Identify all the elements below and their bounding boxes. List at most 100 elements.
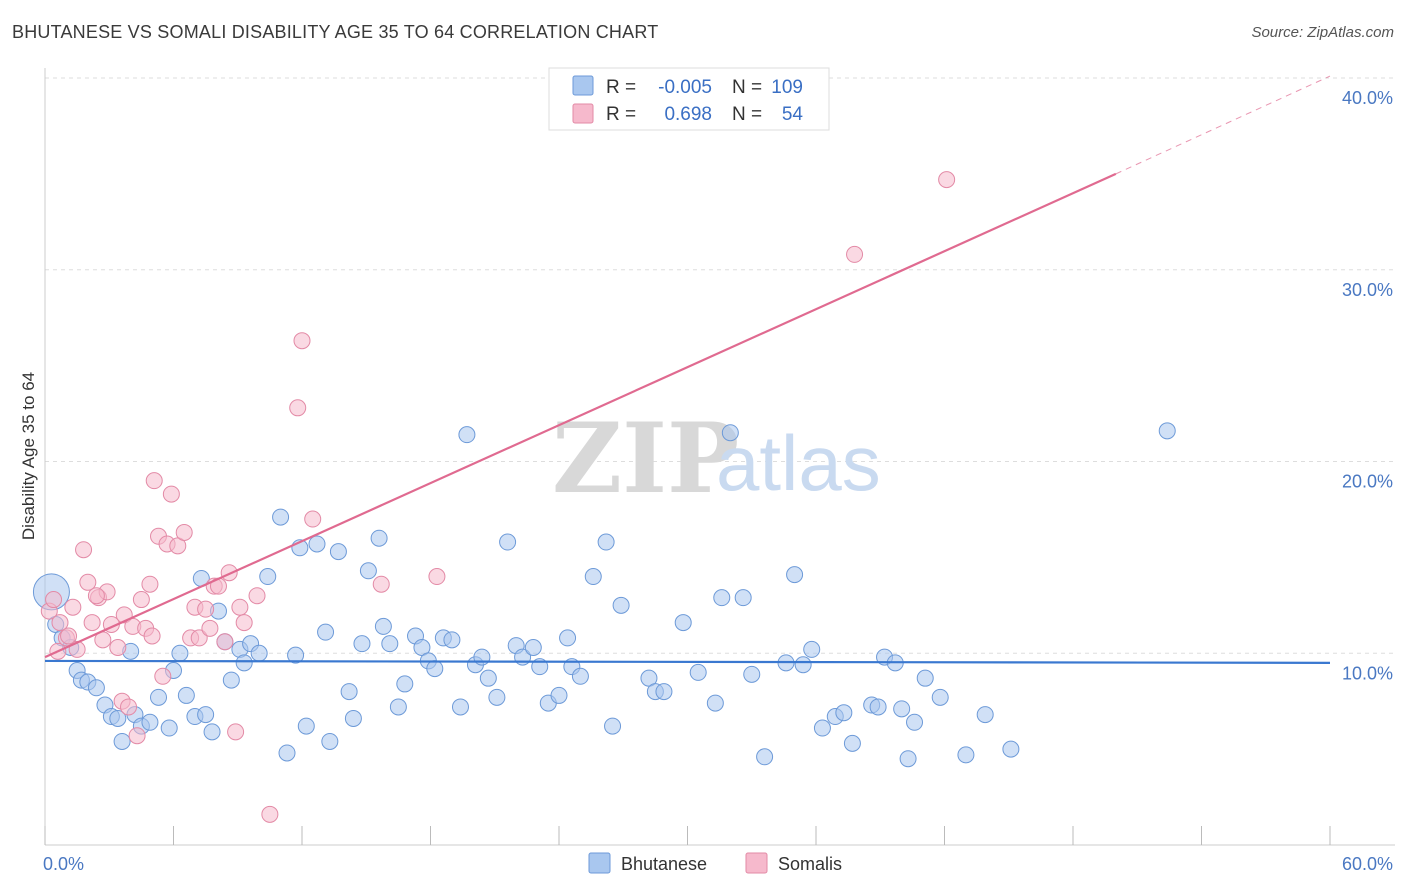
somalis-point-49 [938,171,956,189]
legend-n-label-1: N = [732,77,762,98]
bhutanese-point-58 [458,426,476,444]
bhutanese-point-90 [794,656,812,674]
somalis-point-31 [190,629,208,647]
somalis-point-1 [45,591,63,609]
bhutanese-point-72 [571,667,589,685]
bhutanese-point-32 [259,568,277,586]
somalis-point-38 [227,723,245,741]
trend-line-somalis-extension [1115,75,1331,175]
bhutanese-point-89 [786,566,804,584]
bhutanese-point-108 [1158,422,1176,440]
bhutanese-point-45 [359,562,377,580]
bhutanese-point-62 [488,688,506,706]
correlation-legend: R = -0.005 N = 109 R = 0.698 N = 54 [548,67,830,131]
somalis-point-42 [261,805,279,823]
bhutanese-point-17 [160,719,178,737]
bhutanese-point-34 [278,744,296,762]
legend-n-value-2: 54 [782,104,804,125]
bhutanese-point-101 [899,750,917,768]
bhutanese-point-40 [321,732,339,750]
x-tick-labels: 0.0% 60.0% [43,854,1393,874]
somalis-point-6 [75,541,93,559]
bhutanese-point-33 [272,508,290,526]
y-tick-label-1: 20.0% [1342,472,1393,492]
somalis-point-18 [128,727,146,745]
bhutanese-point-83 [713,589,731,607]
somalis-point-2 [51,614,69,632]
bhutanese-point-63 [499,533,517,551]
series-label-bhutanese: Bhutanese [621,854,707,874]
y-tick-labels: 10.0% 20.0% 30.0% 40.0% [1342,88,1393,683]
bhutanese-point-31 [250,644,268,662]
bhutanese-point-61 [479,669,497,687]
bhutanese-point-95 [843,734,861,752]
bhutanese-point-91 [803,640,821,658]
watermark-zip: ZIP [552,402,739,515]
legend-box [548,67,830,131]
bhutanese-point-75 [604,717,622,735]
bhutanese-point-85 [734,589,752,607]
bhutanese-point-35 [287,646,305,664]
bhutanese-point-103 [916,669,934,687]
y-tick-label-2: 30.0% [1342,280,1393,300]
somalis-point-13 [109,638,127,656]
somalis-point-7 [79,573,97,591]
bhutanese-point-84 [721,424,739,442]
x-tick-label-1: 60.0% [1342,854,1393,874]
y-tick-label-3: 40.0% [1342,88,1393,108]
somalis-point-24 [154,667,172,685]
bhutanese-point-105 [957,746,975,764]
somalis-point-4 [64,598,82,616]
bhutanese-point-24 [203,723,221,741]
somalis-point-32 [197,600,215,618]
bhutanese-point-11 [113,732,131,750]
somalis-point-39 [231,598,249,616]
somalis-point-51 [60,627,78,645]
bhutanese-point-60 [473,648,491,666]
y-tick-label-0: 10.0% [1342,663,1393,683]
trend-line-somalis [44,172,1117,659]
bhutanese-point-7 [87,679,105,697]
bhutanese-point-106 [976,706,994,724]
somalis-point-28 [175,523,193,541]
bhutanese-point-80 [674,614,692,632]
legend-n-value-1: 109 [771,77,803,98]
somalis-point-21 [141,575,159,593]
legend-r-value-2: 0.698 [664,104,712,125]
bhutanese-point-44 [353,635,371,653]
bhutanese-point-104 [931,688,949,706]
legend-n-label-2: N = [732,104,762,125]
bhutanese-point-82 [706,694,724,712]
chart-title: BHUTANESE VS SOMALI DISABILITY AGE 35 TO… [12,22,659,42]
bhutanese-point-70 [559,629,577,647]
legend-r-label-2: R = [606,104,636,125]
somalis-point-41 [248,587,266,605]
legend-r-value-1: -0.005 [658,77,712,98]
legend-swatch-somalis [572,103,594,124]
bhutanese-point-81 [689,663,707,681]
bhutanese-point-50 [396,675,414,693]
x-tick-label-0: 0.0% [43,854,84,874]
bhutanese-point-15 [141,713,159,731]
bhutanese-point-48 [381,635,399,653]
series-swatch-bhutanese [588,852,611,874]
bhutanese-point-43 [344,709,362,727]
series-swatch-somalis [745,852,768,874]
series-label-somalis: Somalis [778,854,842,874]
legend-r-label-1: R = [606,77,636,98]
bhutanese-point-27 [222,671,240,689]
bhutanese-point-10 [109,709,127,727]
somalis-point-52 [87,587,105,605]
somalis-point-33 [201,619,219,637]
bhutanese-point-56 [443,631,461,649]
somalis-point-45 [304,510,322,528]
bhutanese-point-97 [869,698,887,716]
somalis-point-47 [428,568,446,586]
bhutanese-point-42 [340,683,358,701]
somalis-point-40 [235,614,253,632]
data-points [32,171,1176,823]
bhutanese-point-19 [171,644,189,662]
bhutanese-point-69 [550,686,568,704]
bhutanese-point-46 [370,529,388,547]
